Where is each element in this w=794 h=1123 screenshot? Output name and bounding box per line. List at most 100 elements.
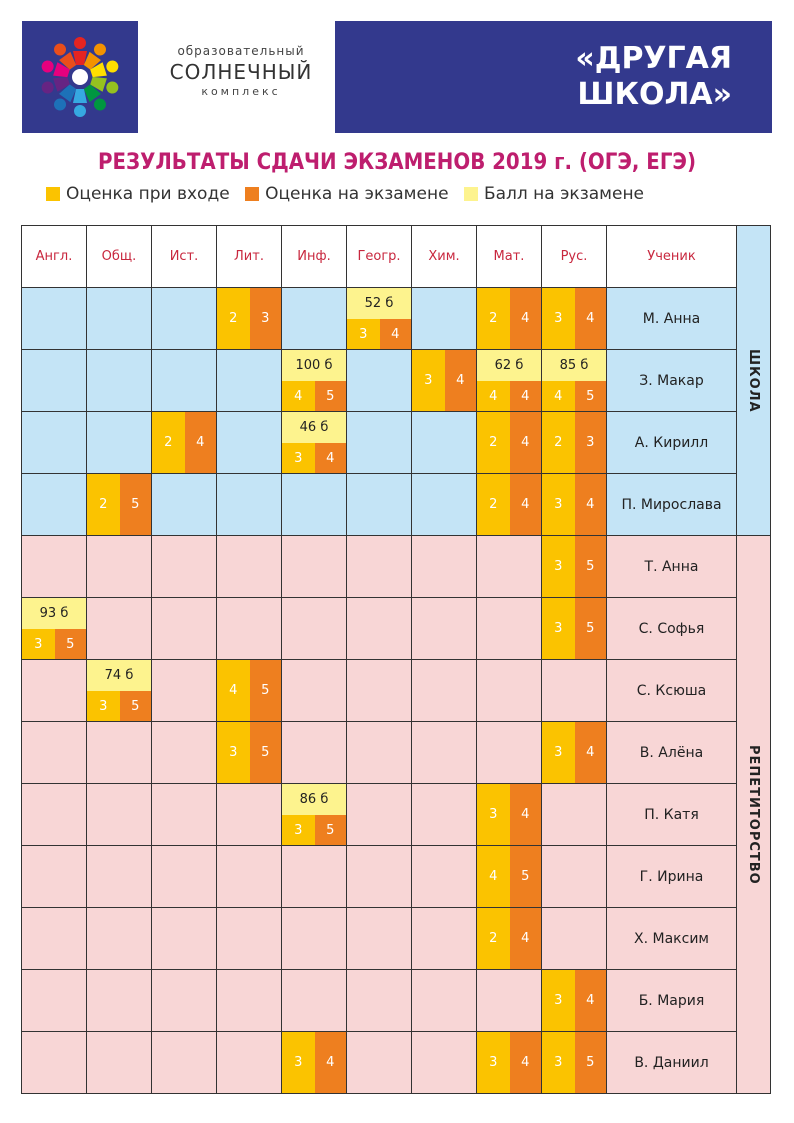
column-header-student: Ученик — [606, 225, 737, 288]
grade-cell — [21, 473, 87, 536]
grade-cell — [86, 535, 152, 598]
exam-grade: 4 — [574, 288, 606, 349]
grade-cell — [21, 907, 87, 970]
entry-grade: 4 — [217, 660, 250, 721]
grade-cell — [411, 721, 477, 784]
legend-swatch-exam — [245, 187, 260, 201]
exam-score: 74 б — [87, 660, 151, 691]
grade-cell — [281, 473, 347, 536]
exam-grade: 4 — [509, 288, 541, 349]
student-name: З. Макар — [606, 349, 737, 412]
entry-grade: 4 — [477, 381, 510, 411]
grade-cell — [411, 597, 477, 660]
entry-grade: 2 — [542, 412, 575, 473]
grade-cell — [216, 473, 282, 536]
grade-cell — [21, 411, 87, 474]
exam-grade: 5 — [54, 629, 86, 659]
exam-grade: 4 — [509, 1032, 541, 1093]
exam-grade: 5 — [509, 846, 541, 907]
grade-cell — [411, 969, 477, 1032]
entry-grade: 2 — [87, 474, 120, 535]
column-header: Хим. — [411, 225, 477, 288]
entry-grade: 3 — [22, 629, 55, 659]
grade-cell — [346, 969, 412, 1032]
entry-grade: 3 — [542, 536, 575, 597]
grade-cell — [346, 907, 412, 970]
student-name: А. Кирилл — [606, 411, 737, 474]
grade-cell — [281, 907, 347, 970]
grade-cell — [86, 907, 152, 970]
grade-cell — [86, 1031, 152, 1094]
legend-label-score: Балл на экзамене — [483, 184, 645, 204]
grade-cell — [216, 597, 282, 660]
entry-grade: 3 — [217, 722, 250, 783]
grade-cell — [216, 969, 282, 1032]
grade-cell — [151, 907, 217, 970]
sun-people-logo-icon — [41, 37, 119, 117]
logo-badge — [22, 21, 138, 133]
grade-cell — [411, 411, 477, 474]
grade-cell — [476, 659, 542, 722]
exam-grade: 4 — [509, 474, 541, 535]
student-name: В. Алёна — [606, 721, 737, 784]
exam-grade: 5 — [119, 474, 151, 535]
grade-cell — [411, 535, 477, 598]
grade-cell — [216, 907, 282, 970]
grade-cell — [21, 535, 87, 598]
entry-grade: 3 — [282, 1032, 315, 1093]
exam-grade: 4 — [509, 784, 541, 845]
exam-grade: 4 — [574, 970, 606, 1031]
exam-score: 85 б — [542, 350, 606, 381]
column-header: Геогр. — [346, 225, 412, 288]
grade-cell — [151, 969, 217, 1032]
exam-grade: 5 — [574, 381, 606, 411]
group-label-text: РЕПЕТИТОРСТВО — [746, 744, 761, 885]
entry-grade: 2 — [477, 474, 510, 535]
org-line1: образовательный — [177, 44, 305, 58]
legend-swatch-entry — [46, 187, 60, 201]
exam-score: 86 б — [282, 784, 346, 815]
grade-cell — [346, 783, 412, 846]
grade-cell — [346, 349, 412, 412]
grade-cell — [281, 659, 347, 722]
entry-grade: 3 — [477, 1032, 510, 1093]
student-name: Т. Анна — [606, 535, 737, 598]
exam-score: 100 б — [282, 350, 346, 381]
student-name: П. Мирослава — [606, 473, 737, 536]
column-header: Общ. — [86, 225, 152, 288]
grade-cell — [281, 597, 347, 660]
grade-cell — [346, 1031, 412, 1094]
grade-cell — [346, 659, 412, 722]
grade-cell — [216, 349, 282, 412]
legend: Оценка при входе Оценка на экзамене Балл… — [46, 184, 654, 206]
student-name: П. Катя — [606, 783, 737, 846]
entry-grade: 3 — [87, 691, 120, 721]
entry-grade: 3 — [542, 722, 575, 783]
page-title: РЕЗУЛЬТАТЫ СДАЧИ ЭКЗАМЕНОВ 2019 г. (ОГЭ,… — [98, 150, 696, 175]
grade-cell — [541, 907, 607, 970]
entry-grade: 3 — [542, 474, 575, 535]
grade-cell — [151, 659, 217, 722]
grade-cell — [476, 597, 542, 660]
student-name: Г. Ирина — [606, 845, 737, 908]
exam-grade: 5 — [314, 381, 346, 411]
brand-banner: «ДРУГАЯ ШКОЛА» — [335, 21, 772, 133]
legend-swatch-score — [463, 187, 478, 201]
grade-cell — [216, 411, 282, 474]
exam-grade: 4 — [314, 443, 346, 473]
student-name: Х. Максим — [606, 907, 737, 970]
column-header: Инф. — [281, 225, 347, 288]
